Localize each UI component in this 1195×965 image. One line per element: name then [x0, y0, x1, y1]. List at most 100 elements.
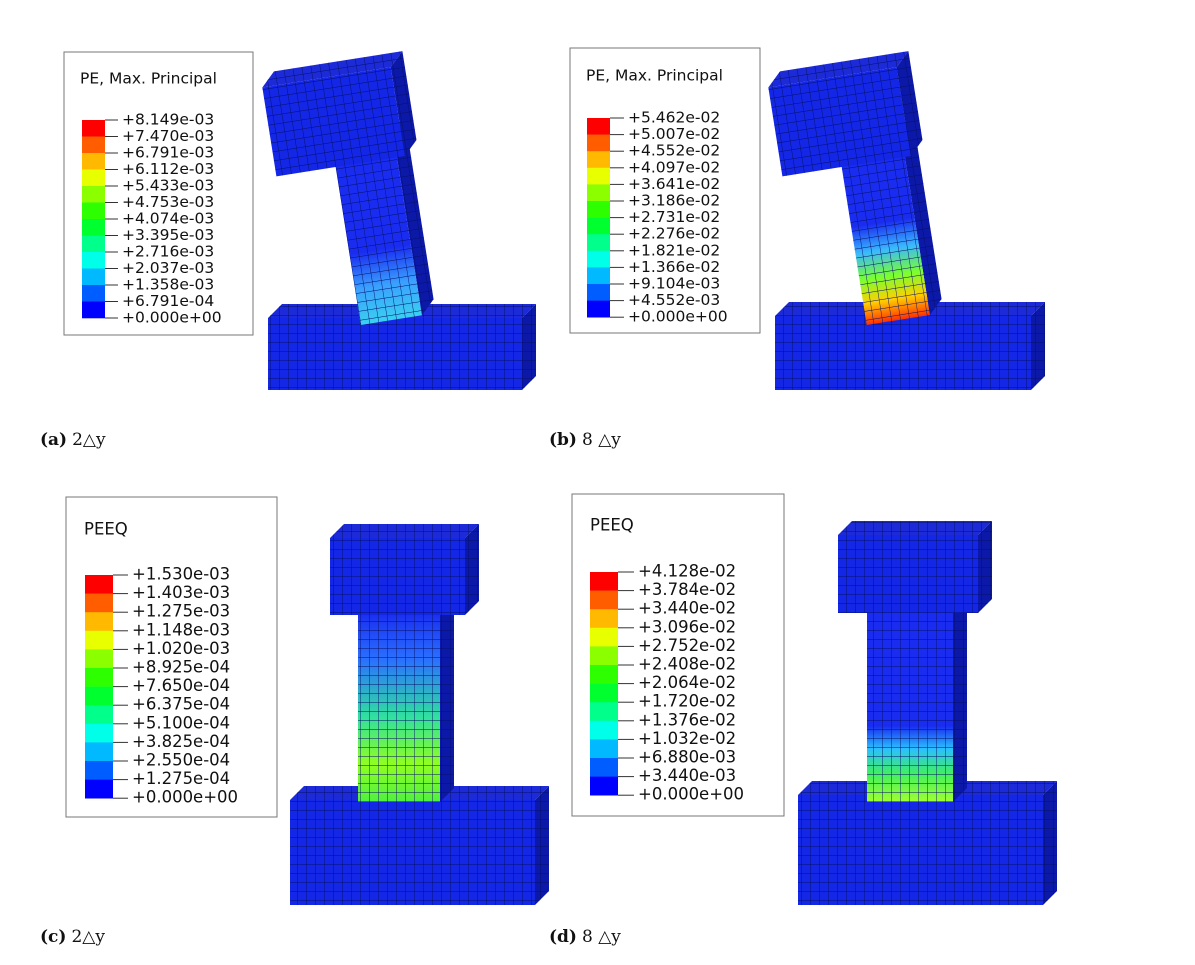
base-front-mesh: [290, 800, 535, 905]
legend-label: +1.020e-03: [132, 639, 230, 658]
color-band: [590, 758, 618, 777]
legend-label: +2.037e-03: [122, 259, 214, 277]
legend-label: +6.375e-04: [132, 695, 230, 714]
color-band: [587, 167, 610, 185]
color-band: [587, 300, 610, 318]
caption: (c) 2△y: [40, 927, 105, 947]
legend-label: +4.097e-02: [628, 158, 720, 176]
color-band: [587, 184, 610, 202]
color-band: [85, 761, 113, 780]
panel: PE, Max. Principal+8.149e-03+7.470e-03+6…: [40, 51, 536, 450]
legend-label: +3.186e-02: [628, 192, 720, 210]
legend-label: +1.275e-04: [132, 769, 230, 788]
caption-text: 8 △y: [582, 430, 621, 450]
legend-label: +5.007e-02: [628, 125, 720, 143]
caption: (b) 8 △y: [549, 430, 621, 450]
color-band: [82, 301, 105, 319]
color-band: [590, 665, 618, 684]
color-band: [587, 284, 610, 301]
legend-title: PEEQ: [590, 516, 634, 535]
legend-label: +2.408e-02: [638, 655, 736, 674]
legend-label: +1.376e-02: [638, 710, 736, 729]
legend-label: +0.000e+00: [638, 785, 744, 804]
color-band: [590, 683, 618, 703]
legend-label: +4.128e-02: [638, 562, 736, 581]
caption-text: 2△y: [72, 430, 106, 450]
base-front-mesh: [268, 318, 522, 390]
legend-label: +5.100e-04: [132, 713, 230, 732]
color-band: [85, 742, 113, 762]
color-band: [82, 186, 105, 203]
caption-label: (a): [40, 430, 67, 450]
top-block-front-mesh: [330, 538, 465, 615]
caption-label: (b): [549, 430, 577, 450]
legend-label: +2.716e-03: [122, 243, 214, 261]
caption-label: (c): [40, 927, 66, 947]
top-block-front-mesh: [838, 535, 978, 613]
base-side-mesh: [1031, 302, 1045, 390]
color-band: [587, 151, 610, 169]
legend-label: +3.440e-02: [638, 599, 736, 618]
color-band: [82, 219, 105, 236]
color-band: [590, 739, 618, 759]
color-band: [590, 572, 618, 591]
legend-label: +0.000e+00: [122, 309, 222, 327]
legend-label: +2.731e-02: [628, 208, 720, 226]
legend-label: +1.403e-03: [132, 583, 230, 602]
top-block-side-mesh: [465, 524, 479, 615]
fe-model: [798, 521, 1057, 905]
color-band: [82, 136, 105, 154]
column-side-mesh: [901, 121, 942, 315]
legend-label: +4.753e-03: [122, 193, 214, 211]
color-band: [85, 575, 113, 594]
column-front-mesh: [332, 137, 422, 325]
legend-label: +7.650e-04: [132, 676, 230, 695]
column-front-mesh: [838, 137, 930, 325]
column-side-mesh: [953, 598, 967, 802]
upper-part: [838, 521, 992, 802]
legend-label: +1.821e-02: [628, 241, 720, 259]
base-side-mesh: [522, 304, 536, 390]
legend-label: +3.784e-02: [638, 580, 736, 599]
top-block-front-mesh: [262, 67, 405, 177]
legend-label: +3.096e-02: [638, 617, 736, 636]
color-band: [587, 217, 610, 235]
column-front-mesh: [358, 612, 440, 802]
base-front-mesh: [775, 316, 1031, 390]
legend-title: PEEQ: [84, 520, 128, 539]
color-band: [85, 630, 113, 650]
color-band: [590, 702, 618, 722]
color-band: [587, 234, 610, 252]
color-band: [82, 120, 105, 137]
legend-label: +6.791e-03: [122, 144, 214, 162]
legend-label: +3.395e-03: [122, 226, 214, 244]
legend-label: +3.825e-04: [132, 732, 230, 751]
fe-model: [262, 51, 536, 390]
color-band: [85, 686, 113, 706]
legend-label: +4.552e-03: [628, 291, 720, 309]
color-band: [590, 646, 618, 666]
caption-text: 8 △y: [582, 927, 621, 947]
color-band: [82, 202, 105, 220]
legend-label: +0.000e+00: [628, 308, 728, 326]
color-band: [85, 649, 113, 669]
color-band: [587, 267, 610, 285]
color-band: [82, 235, 105, 253]
top-block-front-mesh: [768, 67, 911, 177]
legend-label: +1.275e-03: [132, 602, 230, 621]
panel: PEEQ +1.530e-03+1.403e-03+1.275e-03+1.148…: [40, 496, 549, 947]
legend-label: +0.000e+00: [132, 788, 238, 807]
legend-label: +2.752e-02: [638, 636, 736, 655]
legend-label: +1.148e-03: [132, 620, 230, 639]
legend-label: +3.641e-02: [628, 175, 720, 193]
top-block-side-mesh: [978, 521, 992, 613]
legend-label: +4.552e-02: [628, 142, 720, 160]
base-front-mesh: [798, 795, 1043, 905]
legend-title: PE, Max. Principal: [586, 67, 723, 85]
legend-label: +6.112e-03: [122, 160, 214, 178]
legend-label: +7.470e-03: [122, 127, 214, 145]
color-band: [82, 169, 105, 187]
legend-label: +6.791e-04: [122, 292, 214, 310]
fe-model: [768, 51, 1045, 390]
